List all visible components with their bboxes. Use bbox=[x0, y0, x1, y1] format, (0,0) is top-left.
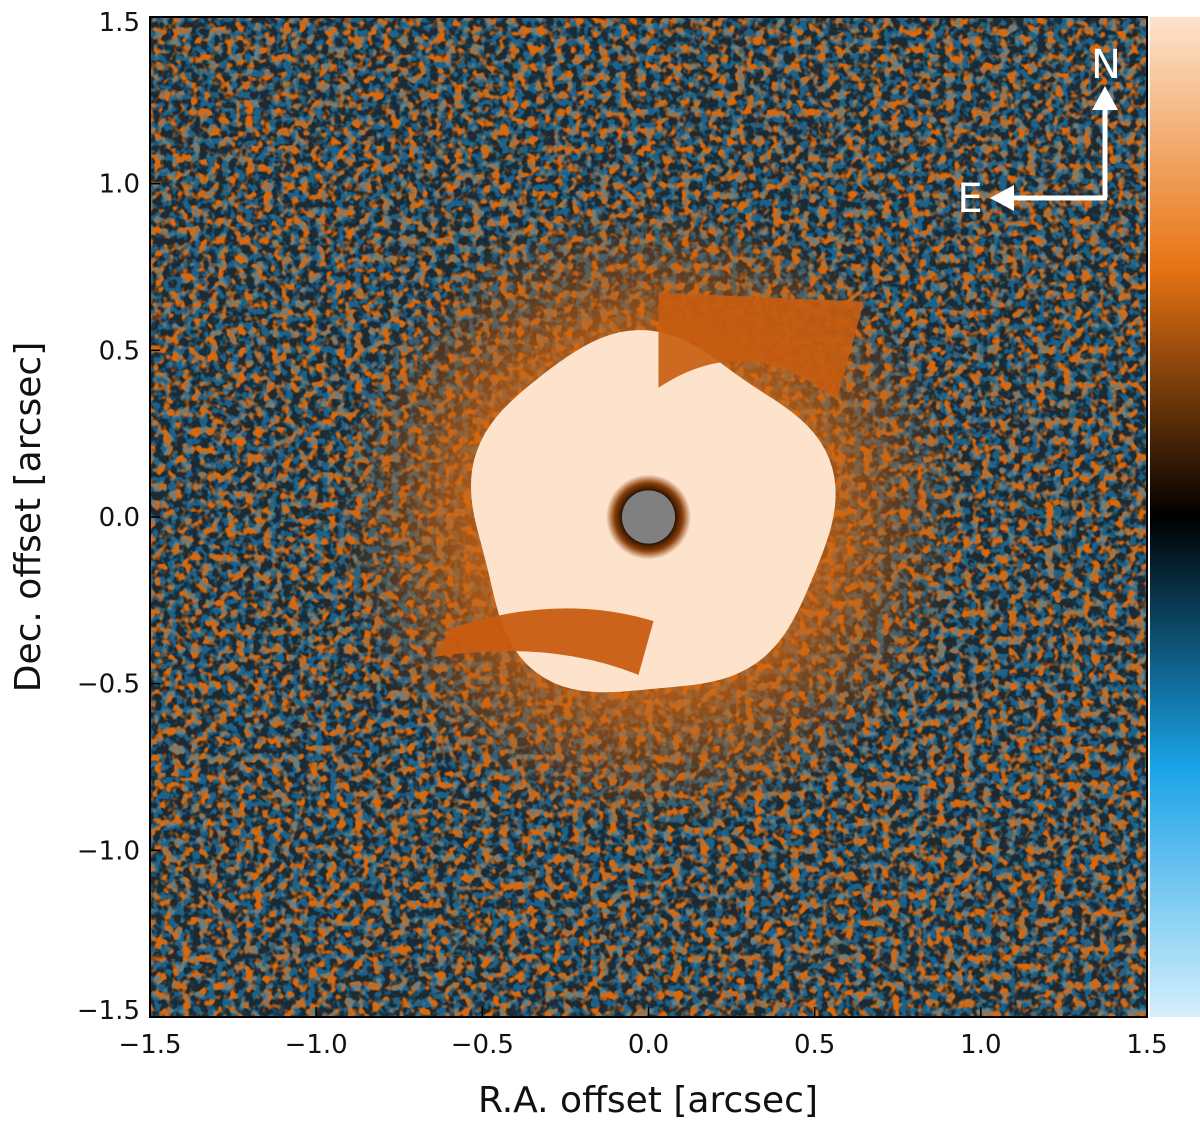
north-label: N bbox=[1091, 42, 1121, 88]
x-tick-label: 1.5 bbox=[1126, 1030, 1167, 1060]
x-tick-label: 0.5 bbox=[794, 1030, 835, 1060]
x-tick-label: −1.0 bbox=[285, 1030, 348, 1060]
y-tick-label: 0.0 bbox=[99, 503, 140, 533]
x-axis-title: R.A. offset [arcsec] bbox=[478, 1080, 818, 1121]
image-area bbox=[150, 17, 1147, 1017]
y-tick-label: −1.0 bbox=[77, 836, 140, 866]
north-arrow-head bbox=[1092, 86, 1118, 110]
east-label: E bbox=[957, 176, 982, 222]
east-arrow-head bbox=[990, 185, 1014, 211]
y-tick-label: 1.5 bbox=[99, 8, 140, 38]
x-axis: −1.5 −1.0 −0.5 0.0 0.5 1.0 1.5 bbox=[118, 1007, 1168, 1060]
x-tick-label: −1.5 bbox=[118, 1030, 181, 1060]
y-tick-label: −1.5 bbox=[77, 996, 140, 1026]
spiral-arm-north bbox=[658, 292, 864, 401]
y-tick-label: −0.5 bbox=[77, 670, 140, 700]
x-tick-label: 1.0 bbox=[960, 1030, 1001, 1060]
colorbar bbox=[1150, 17, 1200, 1017]
x-tick-label: −0.5 bbox=[451, 1030, 514, 1060]
y-tick-label: 0.5 bbox=[99, 336, 140, 366]
y-tick-label: 1.0 bbox=[99, 170, 140, 200]
coronagraph-mask bbox=[621, 490, 676, 544]
compass-rose: N E bbox=[957, 42, 1121, 222]
spiral-arm-south bbox=[433, 608, 654, 675]
y-axis-title: Dec. offset [arcsec] bbox=[8, 342, 49, 693]
y-axis: −1.5 −1.0 −0.5 0.0 0.5 1.0 1.5 bbox=[77, 8, 160, 1026]
x-tick-label: 0.0 bbox=[628, 1030, 669, 1060]
